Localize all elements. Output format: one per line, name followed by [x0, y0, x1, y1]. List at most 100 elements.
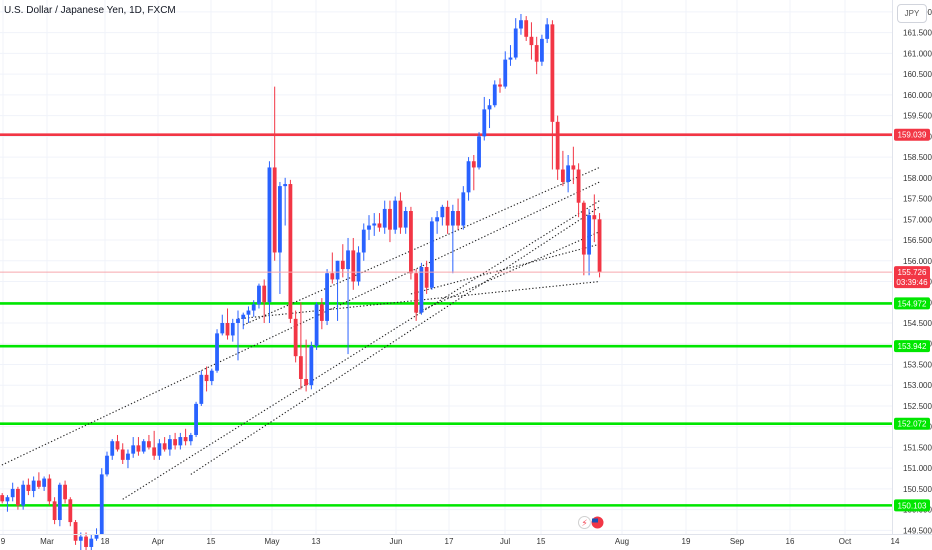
- candle-body-up: [361, 229, 366, 253]
- time-tick-label: Mar: [40, 537, 54, 546]
- time-axis[interactable]: 9 Mar 18 Apr 15 May 13 Jun 17 Jul 15 Aug 19 Sep 16 Oct 1…: [0, 534, 932, 547]
- dotted-trendline[interactable]: [190, 206, 600, 475]
- candle-body-down: [456, 211, 460, 226]
- dotted-trendline[interactable]: [237, 280, 600, 320]
- candle-body-up: [99, 474, 104, 535]
- candle-body-up: [209, 370, 214, 382]
- event-icons[interactable]: ⚡: [578, 515, 605, 530]
- candle-body-up: [267, 167, 272, 303]
- level-price-text: 153.942: [898, 342, 927, 351]
- candle-body-up: [503, 59, 508, 87]
- candle-body-up: [477, 136, 481, 168]
- dotted-trendline[interactable]: [0, 181, 600, 472]
- dotted-trendline[interactable]: [122, 200, 600, 500]
- level-labels: 159.039 154.972 153.942 152.072 150.103: [894, 128, 930, 512]
- candle-body-up: [356, 252, 361, 282]
- candle-body-up: [309, 345, 314, 386]
- candle-body-up: [440, 206, 445, 218]
- time-tick-label: Sep: [730, 537, 745, 546]
- price-tick-label: 158.500: [903, 153, 932, 162]
- current-price-tag: [894, 266, 930, 289]
- candle-body-up: [367, 225, 371, 230]
- candle-body-down: [597, 219, 602, 272]
- candle-body-up: [513, 28, 518, 58]
- dotted-trendline[interactable]: [243, 166, 600, 326]
- candle-body-down: [471, 161, 476, 168]
- candle-body-down: [330, 273, 335, 280]
- candle-body-down: [63, 484, 67, 500]
- candle-body-up: [178, 437, 183, 446]
- candle-body-down: [424, 267, 429, 288]
- horizontal-levels[interactable]: [0, 133, 892, 507]
- candle-body-down: [398, 200, 403, 228]
- candle-body-down: [47, 478, 52, 502]
- price-tick-label: 152.500: [903, 402, 932, 411]
- price-tick-label: 153.500: [903, 360, 932, 369]
- candle-body-down: [68, 499, 73, 523]
- candle-body-down: [414, 273, 419, 313]
- candle-body-down: [388, 208, 392, 230]
- candle-body-down: [571, 165, 576, 170]
- candle-body-down: [555, 121, 560, 170]
- candle-body-up: [372, 223, 377, 226]
- chart-grid: [0, 0, 896, 534]
- price-tick-label: 160.000: [903, 91, 932, 100]
- symbol-title[interactable]: U.S. Dollar / Japanese Yen, 1D, FXCM: [4, 5, 176, 16]
- trendlines[interactable]: [0, 166, 600, 500]
- candle-body-down: [84, 536, 88, 547]
- candle-body-down: [262, 285, 267, 303]
- price-tick-label: 156.000: [903, 257, 932, 266]
- price-tick-label: 153.000: [903, 381, 932, 390]
- candle-body-up: [199, 374, 204, 404]
- candle-body-up: [78, 536, 83, 541]
- candle-body-down: [36, 480, 41, 487]
- price-tick-label: 151.000: [903, 464, 932, 473]
- time-tick-label: Jul: [500, 537, 510, 546]
- time-tick-label: 9: [1, 537, 6, 546]
- candle-body-down: [147, 441, 151, 448]
- candle-body-down: [204, 374, 209, 382]
- price-tick-label: 157.500: [903, 195, 932, 204]
- price-tick-label: 159.500: [903, 112, 932, 121]
- dotted-trendline[interactable]: [415, 231, 600, 314]
- candle-body-up: [419, 267, 424, 313]
- candle-body-up: [314, 304, 319, 346]
- price-tick-label: 157.000: [903, 215, 932, 224]
- candle-body-down: [524, 20, 529, 37]
- level-price-tag: [894, 417, 930, 430]
- candle-body-down: [550, 24, 555, 122]
- candle-body-up: [508, 57, 513, 60]
- candle-body-down: [183, 437, 188, 442]
- candle-body-up: [57, 484, 62, 521]
- candle-body-up: [42, 478, 47, 487]
- candle-body-up: [141, 441, 146, 452]
- currency-button[interactable]: JPY: [897, 4, 927, 23]
- time-tick-label: 15: [207, 537, 216, 546]
- candle-body-down: [73, 522, 78, 541]
- time-tick-label: Jun: [390, 537, 403, 546]
- candle-body-up: [241, 314, 246, 319]
- price-tick-label: 154.500: [903, 319, 932, 328]
- flash-icon: ⚡: [581, 518, 587, 528]
- candle-body-down: [162, 443, 167, 450]
- candle-body-up: [105, 455, 109, 475]
- candle-body-up: [89, 538, 94, 547]
- candle-body-down: [351, 250, 356, 282]
- candle-body-up: [346, 250, 350, 270]
- candle-body-down: [498, 84, 502, 87]
- time-tick-label: Oct: [839, 537, 852, 546]
- candle-body-down: [136, 445, 141, 452]
- time-tick-label: Aug: [615, 537, 629, 546]
- candle-body-down: [115, 441, 120, 450]
- candle-body-up: [283, 184, 288, 187]
- candle-body-up: [466, 161, 471, 193]
- time-tick-label: 18: [101, 537, 110, 546]
- candle-body-down: [445, 206, 450, 226]
- level-price-text: 152.072: [898, 420, 927, 429]
- price-tick-label: 156.500: [903, 236, 932, 245]
- level-price-tag: [894, 499, 930, 512]
- candle-body-down: [304, 378, 309, 386]
- price-tick-label: 158.000: [903, 174, 932, 183]
